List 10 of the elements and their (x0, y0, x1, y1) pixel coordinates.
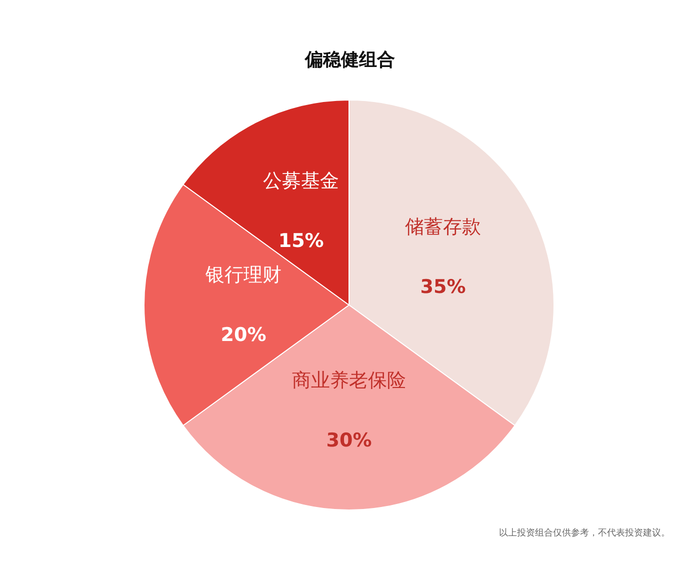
data-label: 20% (220, 324, 266, 346)
slice-label: 商业养老保险 (292, 370, 406, 392)
data-label: 30% (326, 430, 372, 452)
text: 以上投资组合仅供参考，不代表投资建议。 (499, 528, 670, 538)
slice-label: 银行理财 (204, 264, 282, 286)
slice-label: 公募基金 (263, 170, 340, 192)
chart-title: 偏稳健组合 (304, 50, 395, 70)
data-label: 15% (278, 230, 324, 252)
data-label: 35% (420, 276, 466, 298)
slice-label: 储蓄存款 (405, 216, 481, 238)
